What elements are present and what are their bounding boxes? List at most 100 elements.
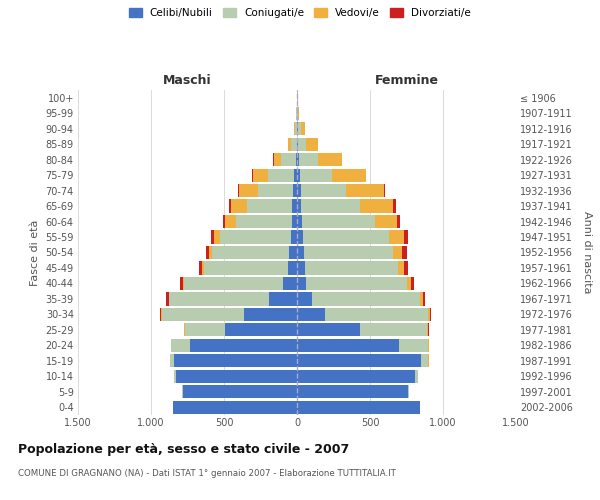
Bar — [293, 184, 297, 197]
Bar — [428, 324, 429, 336]
Bar — [299, 153, 318, 166]
Bar — [297, 122, 298, 136]
Bar — [182, 385, 183, 398]
Bar — [297, 138, 298, 150]
Bar — [220, 230, 291, 243]
Bar — [289, 246, 297, 259]
Bar — [226, 324, 297, 336]
Bar — [422, 292, 425, 306]
Bar — [297, 184, 301, 197]
Bar — [180, 277, 183, 290]
Bar — [307, 277, 407, 290]
Bar — [318, 153, 341, 166]
Legend: Celibi/Nubili, Coniugati/e, Vedovi/e, Divorziati/e: Celibi/Nubili, Coniugati/e, Vedovi/e, Di… — [126, 5, 474, 21]
Bar — [209, 246, 212, 259]
Bar — [421, 354, 428, 368]
Bar — [229, 200, 230, 212]
Bar — [430, 308, 431, 321]
Bar — [294, 168, 297, 181]
Bar — [298, 122, 301, 136]
Bar — [206, 246, 209, 259]
Bar — [411, 277, 414, 290]
Bar — [384, 184, 385, 197]
Bar — [398, 262, 404, 274]
Bar — [360, 324, 427, 336]
Bar — [404, 230, 408, 243]
Bar — [236, 215, 292, 228]
Bar — [288, 262, 297, 274]
Bar — [298, 106, 299, 120]
Bar — [238, 184, 239, 197]
Bar — [268, 168, 294, 181]
Bar — [296, 106, 297, 120]
Bar — [297, 153, 299, 166]
Bar — [225, 215, 236, 228]
Bar — [394, 246, 402, 259]
Bar — [297, 292, 311, 306]
Bar — [297, 354, 421, 368]
Y-axis label: Anni di nascita: Anni di nascita — [583, 211, 592, 294]
Bar — [183, 385, 297, 398]
Bar — [302, 215, 375, 228]
Bar — [297, 277, 307, 290]
Text: Maschi: Maschi — [163, 74, 212, 87]
Bar — [169, 292, 269, 306]
Bar — [305, 262, 398, 274]
Bar — [365, 168, 367, 181]
Bar — [253, 168, 268, 181]
Bar — [175, 370, 176, 383]
Bar — [407, 277, 411, 290]
Bar — [203, 262, 288, 274]
Bar — [244, 308, 297, 321]
Bar — [360, 200, 394, 212]
Bar — [257, 184, 293, 197]
Bar — [212, 246, 289, 259]
Bar — [288, 138, 291, 150]
Bar — [402, 246, 407, 259]
Bar — [408, 385, 409, 398]
Bar — [419, 292, 422, 306]
Bar — [185, 324, 226, 336]
Bar — [214, 230, 220, 243]
Bar — [291, 138, 296, 150]
Bar — [301, 184, 346, 197]
Bar — [283, 277, 297, 290]
Bar — [325, 308, 428, 321]
Bar — [161, 308, 162, 321]
Bar — [297, 246, 304, 259]
Bar — [297, 385, 408, 398]
Bar — [307, 138, 318, 150]
Bar — [389, 230, 404, 243]
Bar — [175, 354, 297, 368]
Bar — [223, 215, 225, 228]
Bar — [297, 230, 303, 243]
Bar — [297, 370, 415, 383]
Bar — [404, 262, 408, 274]
Text: Popolazione per età, sesso e stato civile - 2007: Popolazione per età, sesso e stato civil… — [18, 442, 349, 456]
Y-axis label: Fasce di età: Fasce di età — [30, 220, 40, 286]
Bar — [300, 168, 332, 181]
Bar — [190, 339, 297, 352]
Bar — [301, 122, 305, 136]
Bar — [230, 200, 247, 212]
Bar — [160, 308, 161, 321]
Bar — [394, 200, 395, 212]
Bar — [199, 262, 202, 274]
Bar — [295, 122, 297, 136]
Bar — [297, 168, 300, 181]
Bar — [297, 308, 325, 321]
Bar — [303, 230, 389, 243]
Bar — [170, 354, 175, 368]
Bar — [297, 339, 399, 352]
Bar — [428, 339, 429, 352]
Bar — [202, 262, 203, 274]
Bar — [297, 215, 302, 228]
Bar — [298, 138, 307, 150]
Bar — [176, 370, 297, 383]
Bar — [294, 122, 295, 136]
Bar — [291, 230, 297, 243]
Bar — [311, 292, 419, 306]
Bar — [297, 262, 305, 274]
Bar — [247, 200, 292, 212]
Bar — [399, 339, 428, 352]
